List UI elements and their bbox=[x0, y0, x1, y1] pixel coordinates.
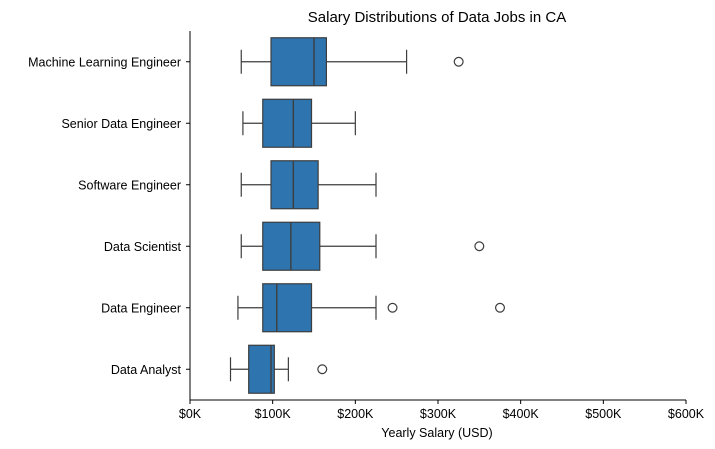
x-tick-label: $300K bbox=[420, 407, 457, 421]
box-group bbox=[240, 37, 464, 87]
outlier-point bbox=[317, 364, 328, 375]
chart-title: Salary Distributions of Data Jobs in CA bbox=[308, 9, 566, 26]
outlier-point bbox=[387, 302, 398, 313]
y-tick-label: Data Engineer bbox=[101, 301, 181, 315]
iqr-box bbox=[248, 344, 275, 394]
x-tick-label: $100K bbox=[255, 407, 292, 421]
plot-marks bbox=[229, 37, 506, 394]
x-tick-label: $600K bbox=[668, 407, 705, 421]
x-tick-label: $0K bbox=[179, 407, 202, 421]
x-tick-label: $400K bbox=[503, 407, 540, 421]
outlier-point bbox=[495, 302, 506, 313]
y-tick-label: Senior Data Engineer bbox=[61, 117, 181, 131]
iqr-box bbox=[270, 37, 328, 87]
iqr-box bbox=[270, 160, 319, 210]
outlier-point bbox=[474, 241, 485, 252]
box-group bbox=[237, 283, 506, 333]
y-tick-label: Data Scientist bbox=[104, 240, 182, 254]
y-tick-label: Data Analyst bbox=[111, 363, 182, 377]
x-axis-label: Yearly Salary (USD) bbox=[381, 426, 492, 440]
plot-axes: $0K $100K $200K $300K $400K $500K $600K Machine… bbox=[28, 31, 705, 421]
box-group bbox=[240, 221, 485, 271]
x-tick-label: $200K bbox=[337, 407, 374, 421]
iqr-box bbox=[262, 283, 313, 333]
y-tick-label: Software Engineer bbox=[78, 178, 181, 192]
box-group bbox=[240, 160, 377, 210]
box-group bbox=[242, 98, 356, 148]
outlier-point bbox=[453, 56, 464, 67]
iqr-box bbox=[262, 98, 313, 148]
y-tick-label: Machine Learning Engineer bbox=[28, 55, 181, 69]
x-tick-label: $500K bbox=[585, 407, 622, 421]
box-group bbox=[229, 344, 328, 394]
